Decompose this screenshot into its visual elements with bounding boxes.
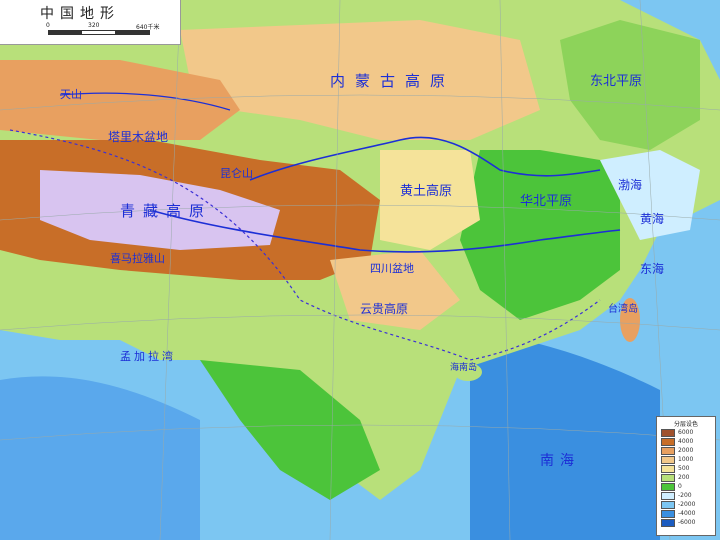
label-taiwan: 台湾岛: [608, 304, 638, 315]
legend-value: 500: [678, 465, 690, 472]
label-east-china-sea: 东海: [640, 262, 665, 276]
tarim-basin-area: [0, 60, 240, 140]
scale-bar: [48, 30, 150, 35]
label-tarim: 塔里木盆地: [108, 130, 169, 144]
scale-mid-label: 320: [88, 22, 100, 29]
label-south-china-sea: 南海: [540, 453, 580, 469]
label-loess: 黄土高原: [400, 184, 453, 199]
legend-row: 4000: [661, 437, 715, 446]
legend-row: 6000: [661, 428, 715, 437]
legend-row: 200: [661, 473, 715, 482]
legend-title: 分层设色: [673, 421, 698, 428]
legend-value: 2000: [678, 447, 694, 454]
legend-swatch: [661, 464, 675, 473]
yangtze-river: [149, 209, 621, 253]
legend-swatch: [661, 455, 675, 464]
legend-value: 200: [678, 474, 690, 481]
legend-swatch: [661, 491, 675, 500]
label-himalaya: 喜马拉雅山: [110, 252, 165, 265]
bohai-yellow-sea: [600, 150, 700, 240]
legend-swatch: [661, 473, 675, 482]
legend-value: -200: [678, 492, 692, 499]
legend-row: 2000: [661, 446, 715, 455]
tarim-river: [59, 92, 231, 111]
legend-swatch: [661, 428, 675, 437]
label-hainan: 海南岛: [450, 363, 478, 373]
legend-value: 0: [678, 483, 682, 490]
eastern-plain: [460, 150, 620, 320]
legend-row: -200: [661, 491, 715, 500]
yunnan-guizhou-plateau: [330, 250, 460, 330]
legend-swatch: [661, 500, 675, 509]
label-tianshan: 天山: [60, 88, 82, 101]
taiwan-island: [620, 298, 640, 342]
legend-row: 0: [661, 482, 715, 491]
loess-plateau: [380, 150, 480, 250]
deep-sea-area: [470, 330, 660, 540]
label-bohai: 渤海: [618, 178, 643, 192]
legend-swatch: [661, 437, 675, 446]
elevation-legend: 分层设色 6000 4000 2000 1000 500 200 0 -200 -2000 -40…: [656, 416, 716, 536]
inner-mongolia-plateau: [180, 20, 540, 140]
national-border: [9, 129, 601, 361]
legend-row: -4000: [661, 509, 715, 518]
indochina-lowland: [200, 360, 380, 500]
legend-value: 1000: [678, 456, 694, 463]
label-yunnan-guizhou: 云贵高原: [360, 302, 409, 316]
legend-rows: 6000 4000 2000 1000 500 200 0 -200 -2000 -4000 -60…: [657, 428, 715, 527]
legend-value: -4000: [678, 510, 696, 517]
label-kunlun: 昆仑山: [220, 167, 253, 180]
northeast-plain: [560, 20, 700, 150]
legend-value: 4000: [678, 438, 694, 445]
label-inner-mongolia: 内蒙古高原: [330, 72, 456, 90]
high-plateau-core: [40, 170, 280, 250]
legend-row: 1000: [661, 455, 715, 464]
legend-swatch: [661, 509, 675, 518]
legend-swatch: [661, 446, 675, 455]
yellow-river: [249, 136, 601, 181]
bay-of-bengal-area: [0, 376, 200, 540]
legend-swatch: [661, 518, 675, 527]
legend-row: 500: [661, 464, 715, 473]
label-qinghai-tibet: 青藏高原: [120, 202, 213, 220]
title-box: 中国地形 0 320 640千米: [0, 0, 181, 45]
hainan-island: [454, 363, 482, 381]
legend-value: -2000: [678, 501, 696, 508]
legend-row: -6000: [661, 518, 715, 527]
label-sichuan: 四川盆地: [370, 262, 414, 275]
legend-row: -2000: [661, 500, 715, 509]
label-bay-of-bengal: 孟加拉湾: [120, 350, 176, 363]
label-yellow-sea: 黄海: [640, 212, 665, 226]
legend-swatch: [661, 482, 675, 491]
label-northeast-plain: 东北平原: [590, 74, 643, 89]
scale-end-label: 640千米: [136, 24, 160, 31]
legend-value: 6000: [678, 429, 694, 436]
label-north-china-plain: 华北平原: [520, 194, 573, 209]
legend-value: -6000: [678, 519, 696, 526]
map-title: 中国地形: [40, 6, 120, 22]
scale-zero-label: 0: [46, 22, 50, 29]
